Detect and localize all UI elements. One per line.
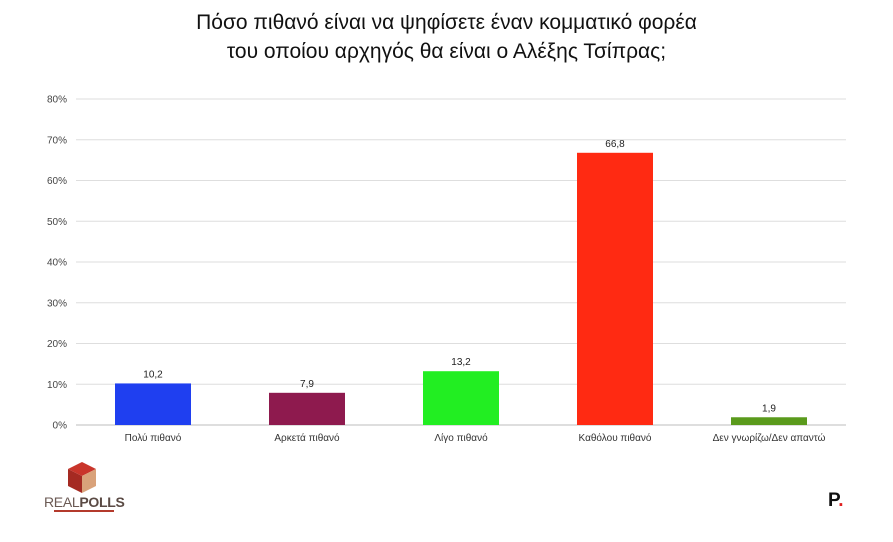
x-tick-label: Πολύ πιθανό	[125, 432, 182, 444]
y-tick-label: 70%	[47, 135, 67, 146]
chart-title: Πόσο πιθανό είναι να ψηφίσετε έναν κομμα…	[0, 8, 893, 66]
y-tick-label: 80%	[47, 95, 67, 106]
x-tick-label: Αρκετά πιθανό	[274, 432, 340, 444]
y-tick-label: 30%	[47, 298, 67, 309]
y-tick-label: 10%	[47, 380, 67, 391]
x-tick-label: Λίγο πιθανό	[434, 432, 488, 444]
y-tick-label: 60%	[47, 176, 67, 187]
bar-value-label: 13,2	[451, 357, 471, 368]
bar	[577, 152, 653, 426]
y-tick-label: 0%	[53, 421, 68, 432]
bar	[423, 371, 499, 425]
realpolls-cube-icon	[68, 462, 96, 493]
bar-value-label: 10,2	[143, 369, 163, 380]
bar	[269, 392, 345, 425]
publisher-logo: P.	[828, 490, 844, 511]
x-tick-label: Καθόλου πιθανό	[579, 432, 652, 444]
chart-title-line-1: Πόσο πιθανό είναι να ψηφίσετε έναν κομμα…	[196, 11, 697, 34]
y-tick-label: 40%	[47, 258, 67, 269]
chart-title-line-2: του οποίου αρχηγός θα είναι ο Αλέξης Τσί…	[226, 40, 667, 63]
realpolls-tagline-bar	[54, 510, 114, 512]
y-tick-label: 20%	[47, 339, 67, 350]
bar-value-label: 66,8	[605, 139, 625, 150]
bar	[731, 417, 807, 425]
bar	[115, 383, 191, 425]
bar-value-label: 7,9	[300, 379, 314, 390]
realpolls-wordmark: REALPOLLS	[44, 494, 125, 510]
realpolls-logo: REALPOLLS	[44, 460, 125, 512]
x-tick-label: Δεν γνωρίζω/Δεν απαντώ	[713, 432, 826, 444]
y-tick-label: 50%	[47, 217, 67, 228]
bar-value-label: 1,9	[762, 403, 776, 414]
